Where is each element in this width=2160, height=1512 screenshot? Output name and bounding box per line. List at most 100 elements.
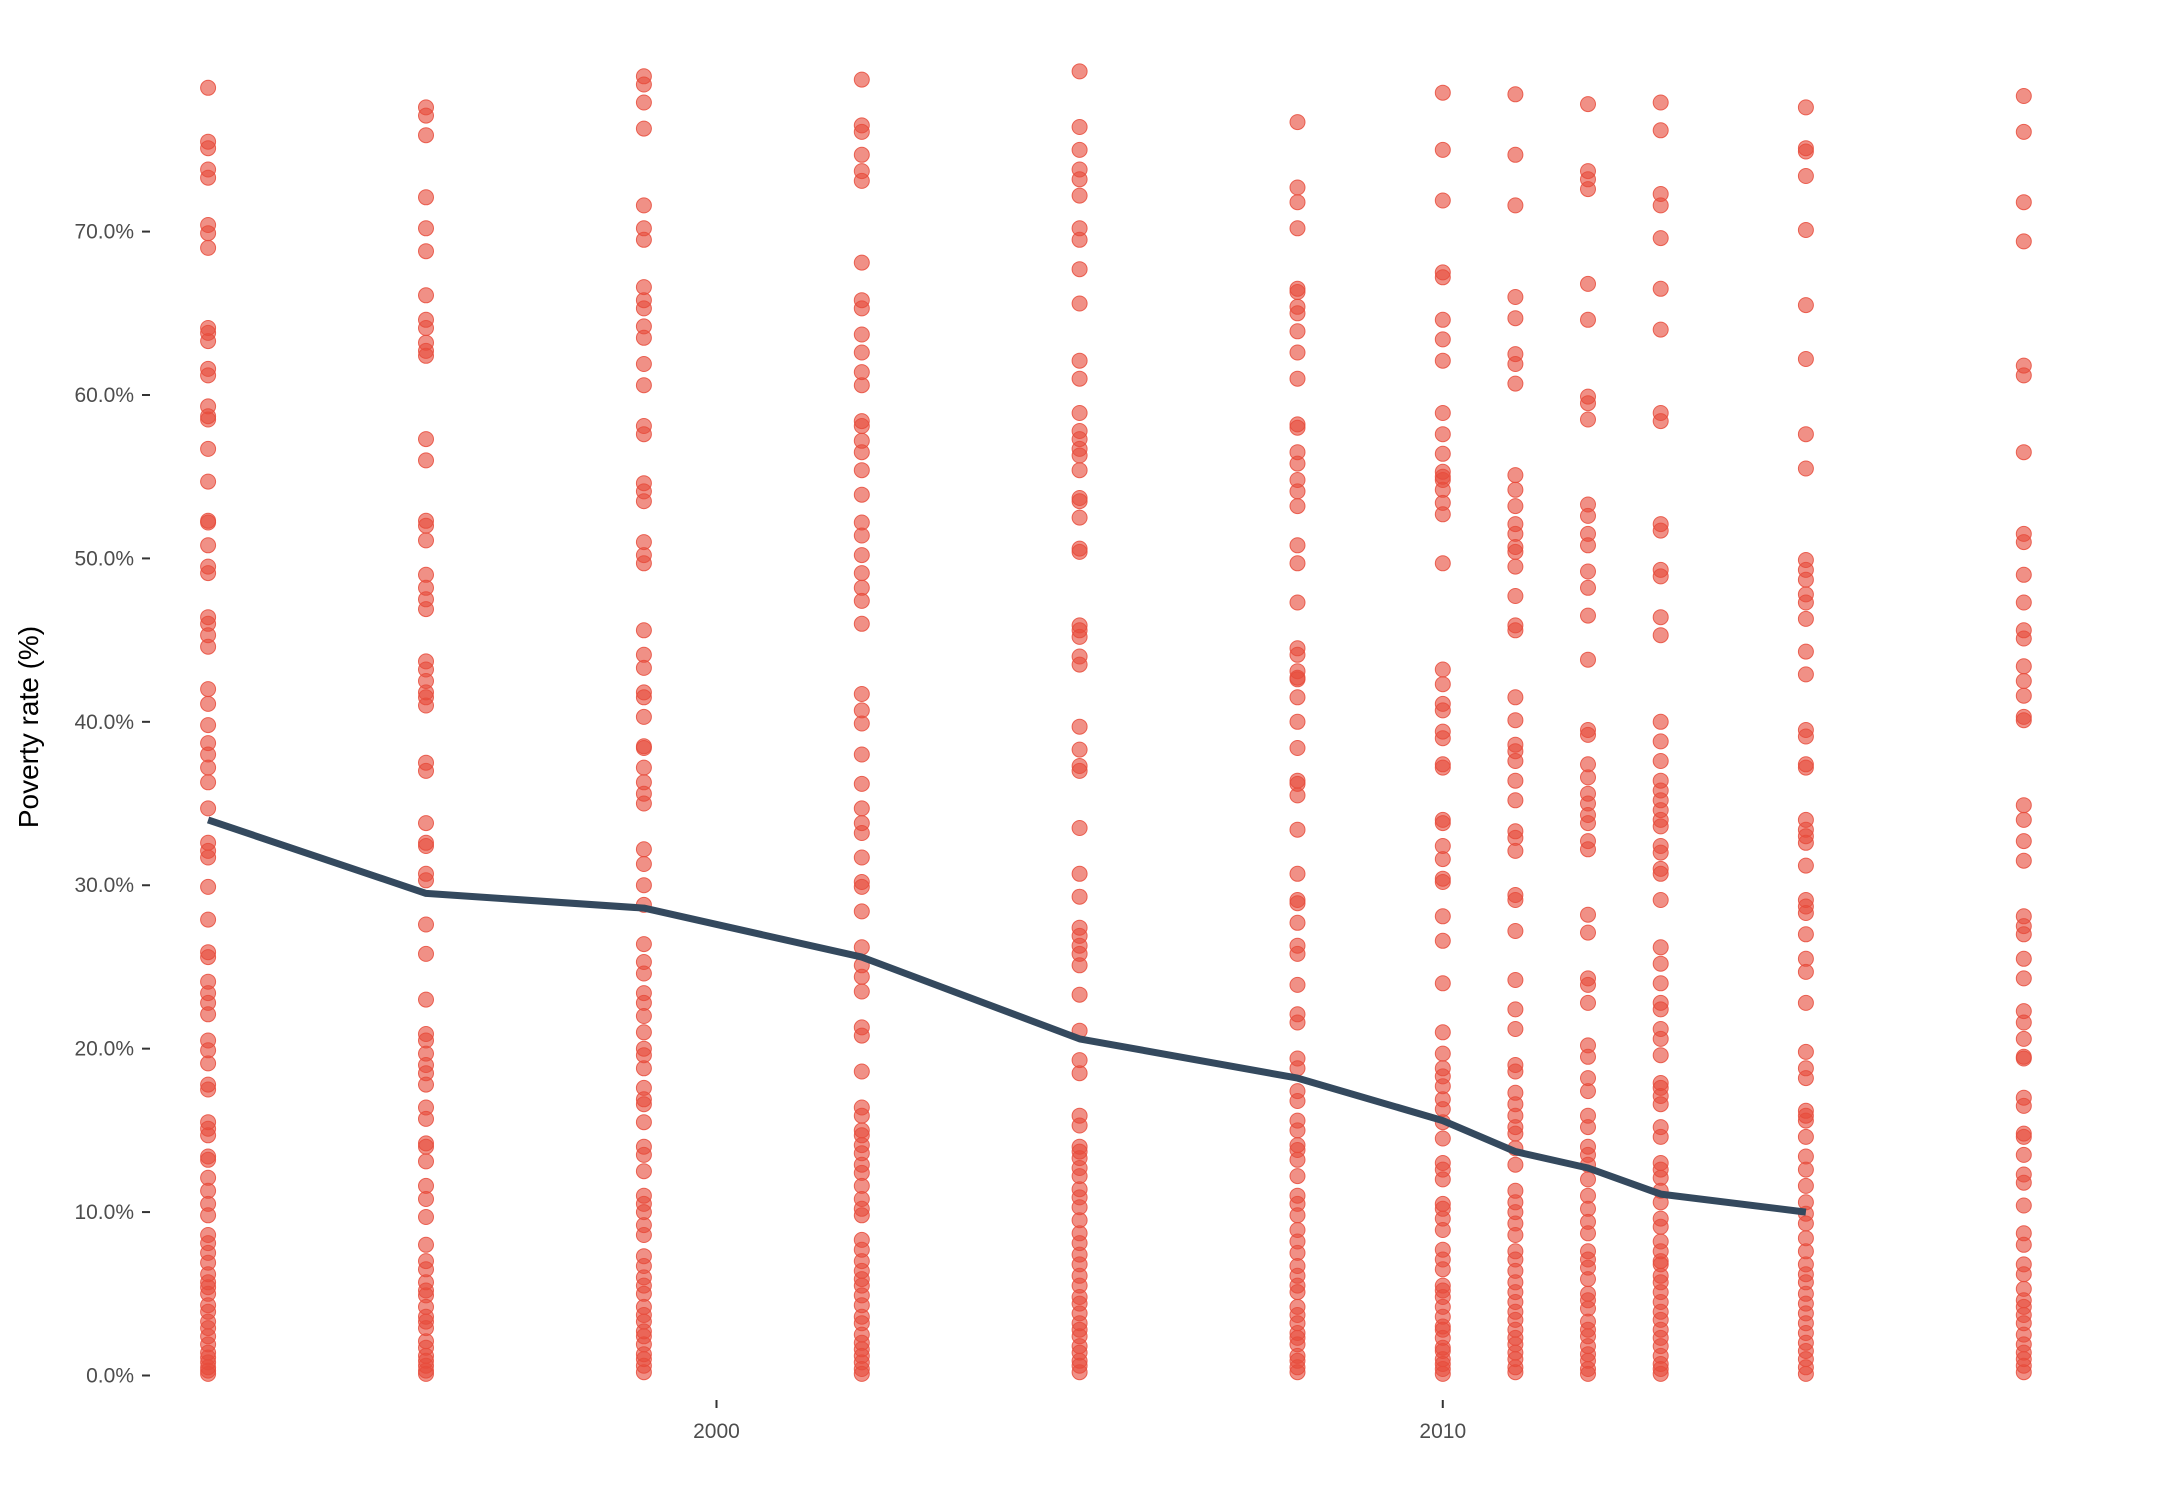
data-point-1993-19 <box>200 514 217 531</box>
data-point-2013-35 <box>1652 1030 1669 1047</box>
data-point-2012-16 <box>1580 651 1596 668</box>
data-point-2015-41 <box>1797 1161 1814 1178</box>
data-point-2008-54 <box>1289 1207 1306 1224</box>
data-point-2015-28 <box>1797 905 1814 921</box>
data-point-2008-3 <box>1289 220 1306 237</box>
data-point-2012-13 <box>1580 563 1596 580</box>
data-point-1999-53 <box>635 1146 652 1163</box>
data-point-2002-18 <box>853 486 870 503</box>
data-point-2005-40 <box>1071 986 1088 1003</box>
data-point-2008-20 <box>1289 594 1306 611</box>
data-point-2005-71 <box>1071 1364 1088 1381</box>
data-point-2011-8 <box>1507 467 1524 484</box>
data-point-1999-59 <box>635 1227 652 1243</box>
data-point-2002-8 <box>853 300 870 317</box>
data-point-2018-17 <box>2015 712 2032 729</box>
data-point-2012-30 <box>1580 976 1596 993</box>
data-point-2010-4 <box>1434 269 1451 286</box>
data-point-1999-12 <box>635 356 652 372</box>
data-point-1999-9 <box>635 300 652 317</box>
data-point-2011-10 <box>1507 498 1524 515</box>
data-point-1993-6 <box>200 225 217 242</box>
data-point-2011-24 <box>1507 772 1524 789</box>
data-point-2010-34 <box>1434 975 1451 992</box>
data-point-2010-46 <box>1434 1171 1451 1188</box>
data-point-2015-33 <box>1797 1043 1814 1060</box>
data-point-2010-43 <box>1434 1130 1451 1147</box>
data-point-2008-32 <box>1289 821 1306 838</box>
data-point-1999-2 <box>635 94 652 111</box>
data-point-1999-34 <box>635 841 652 858</box>
data-point-1999-35 <box>635 856 652 872</box>
data-point-1996-49 <box>418 1191 434 1207</box>
data-point-2011-9 <box>1507 481 1524 498</box>
data-point-2008-33 <box>1289 865 1306 882</box>
data-point-2008-16 <box>1289 483 1306 500</box>
data-point-2011-2 <box>1507 197 1524 214</box>
data-point-2013-23 <box>1652 818 1669 835</box>
data-point-2015-6 <box>1797 351 1814 367</box>
data-point-2002-0 <box>853 71 870 88</box>
data-point-2011-41 <box>1507 1125 1524 1142</box>
data-point-2008-28 <box>1289 740 1306 756</box>
data-point-2010-32 <box>1434 908 1451 925</box>
data-point-1993-79 <box>200 1365 217 1382</box>
data-point-2011-18 <box>1507 622 1524 639</box>
data-point-1999-27 <box>635 708 652 725</box>
data-point-2002-28 <box>853 715 870 732</box>
y-tick-label-30: 30.0% <box>74 874 134 897</box>
data-point-1993-26 <box>200 638 217 655</box>
data-point-2012-27 <box>1580 906 1596 923</box>
data-point-2013-3 <box>1652 197 1669 214</box>
data-point-1999-21 <box>635 555 652 572</box>
data-point-2018-25 <box>2015 950 2032 967</box>
data-point-2002-73 <box>853 1365 870 1382</box>
data-point-2008-38 <box>1289 945 1306 962</box>
data-point-2010-8 <box>1434 405 1451 421</box>
data-point-2002-20 <box>853 527 870 544</box>
data-point-2011-0 <box>1507 86 1524 103</box>
data-point-1996-13 <box>418 452 434 469</box>
data-point-2010-23 <box>1434 730 1451 747</box>
data-point-2012-60 <box>1580 1365 1596 1382</box>
data-point-1996-67 <box>418 1365 434 1382</box>
data-point-2005-29 <box>1071 741 1088 758</box>
data-point-2012-33 <box>1580 1048 1596 1065</box>
data-point-2015-16 <box>1797 666 1814 683</box>
data-point-2002-3 <box>853 146 870 163</box>
x-axis: 2000 2010 <box>693 1400 1466 1443</box>
data-point-2018-39 <box>2015 1197 2032 1214</box>
data-point-2008-10 <box>1289 370 1306 387</box>
data-point-1996-5 <box>418 243 434 260</box>
data-point-1999-50 <box>635 1096 652 1113</box>
data-point-2010-17 <box>1434 555 1451 572</box>
data-point-2002-12 <box>853 377 870 394</box>
data-point-2015-11 <box>1797 571 1814 588</box>
data-point-2013-27 <box>1652 865 1669 882</box>
data-point-1996-4 <box>418 220 434 237</box>
data-point-1999-18 <box>635 493 652 510</box>
x-tick-label-2010: 2010 <box>1419 1420 1466 1443</box>
data-point-2018-6 <box>2015 444 2032 461</box>
data-point-1993-41 <box>200 949 217 966</box>
data-point-2005-12 <box>1071 405 1088 421</box>
data-point-1993-20 <box>200 537 217 554</box>
data-point-2013-15 <box>1652 713 1669 730</box>
data-point-2011-14 <box>1507 543 1524 560</box>
data-point-2008-17 <box>1289 498 1306 515</box>
data-point-2011-25 <box>1507 792 1524 809</box>
data-point-2013-17 <box>1652 753 1669 769</box>
data-point-1996-34 <box>418 916 434 933</box>
data-point-2008-71 <box>1289 1364 1306 1381</box>
data-point-2005-22 <box>1071 543 1088 560</box>
data-point-1999-33 <box>635 795 652 812</box>
data-point-2010-33 <box>1434 932 1451 949</box>
data-point-2018-24 <box>2015 926 2032 943</box>
data-point-2002-9 <box>853 326 870 343</box>
data-point-1996-3 <box>418 189 434 206</box>
data-point-2018-33 <box>2015 1097 2032 1114</box>
data-point-2005-17 <box>1071 462 1088 479</box>
data-point-2012-35 <box>1580 1083 1596 1100</box>
data-point-2010-16 <box>1434 506 1451 523</box>
data-point-2018-19 <box>2015 811 2032 828</box>
